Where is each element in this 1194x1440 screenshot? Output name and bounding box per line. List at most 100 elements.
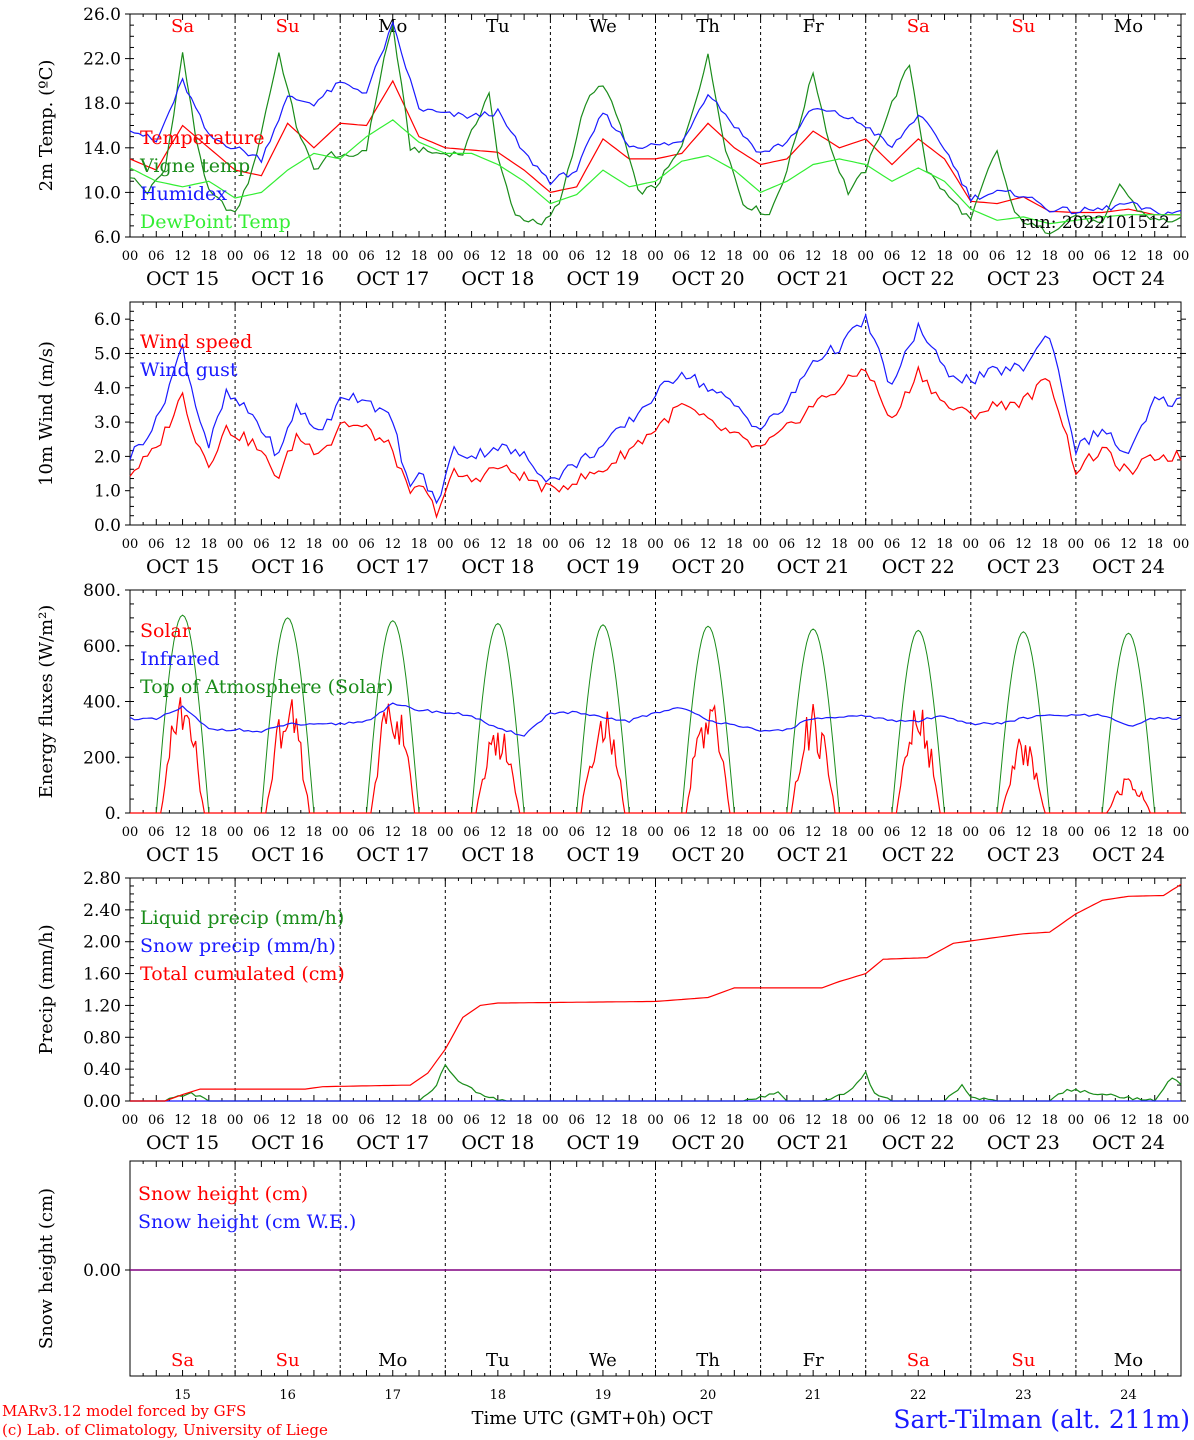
day-label: OCT 20 <box>672 556 745 578</box>
day-label: OCT 17 <box>356 844 429 866</box>
hour-tick-label: 06 <box>148 537 165 552</box>
hour-tick-label: 06 <box>779 537 796 552</box>
legend-entry: Total cumulated (cm) <box>140 963 345 985</box>
hour-tick-label: 06 <box>674 825 691 840</box>
hour-tick-label: 06 <box>779 249 796 264</box>
hour-tick-label: 06 <box>989 1113 1006 1128</box>
day-label: OCT 24 <box>1092 268 1165 290</box>
day-label: OCT 19 <box>566 556 639 578</box>
hour-tick-label: 06 <box>358 249 375 264</box>
hour-tick-label: 18 <box>411 825 428 840</box>
hour-tick-label: 12 <box>910 249 927 264</box>
panel-4: 0.00 0.40 0.80 1.20 1.60 2.00 2.40 2.80 Precip (… <box>36 869 1189 1154</box>
series-line-blue <box>129 702 1182 737</box>
hour-tick-label: 18 <box>1041 825 1058 840</box>
y-tick-label: 200. <box>83 748 121 768</box>
hour-tick-label: 06 <box>253 537 270 552</box>
hour-tick-label: 06 <box>568 249 585 264</box>
legend-entry: Temperature <box>140 127 264 149</box>
hour-tick-label: 00 <box>122 249 139 264</box>
day-label: OCT 15 <box>146 844 219 866</box>
y-tick-label: 2.80 <box>83 869 121 889</box>
hour-tick-label: 18 <box>516 1113 533 1128</box>
hour-tick-label: 18 <box>201 537 218 552</box>
hour-tick-label: 00 <box>122 537 139 552</box>
hour-tick-label: 00 <box>437 1113 454 1128</box>
weekday-label: Su <box>276 16 300 37</box>
hour-tick-label: 06 <box>568 1113 585 1128</box>
day-label: OCT 15 <box>146 1132 219 1154</box>
hour-tick-label: 12 <box>700 1113 717 1128</box>
hour-tick-label: 12 <box>279 249 296 264</box>
day-number-label: 22 <box>910 1388 927 1403</box>
hour-tick-label: 12 <box>279 825 296 840</box>
day-label: OCT 22 <box>882 1132 955 1154</box>
y-tick-label: 6.0 <box>94 310 121 330</box>
hour-tick-label: 12 <box>279 1113 296 1128</box>
hour-tick-label: 00 <box>963 825 980 840</box>
legend-entry: Vigne temp <box>139 155 250 177</box>
weekday-label: Su <box>276 1350 300 1371</box>
hour-tick-label: 18 <box>1041 1113 1058 1128</box>
hour-tick-label: 06 <box>884 825 901 840</box>
day-number-label: 23 <box>1015 1388 1032 1403</box>
hour-tick-label: 06 <box>358 537 375 552</box>
hour-tick-label: 12 <box>595 249 612 264</box>
hour-tick-label: 00 <box>227 1113 244 1128</box>
weekday-label: Sa <box>171 1350 194 1371</box>
y-tick-label: 800. <box>83 581 121 601</box>
hour-tick-label: 18 <box>936 537 953 552</box>
day-number-label: 24 <box>1120 1388 1137 1403</box>
plot-frame <box>129 13 1182 238</box>
hour-tick-label: 00 <box>1068 537 1085 552</box>
hour-tick-label: 06 <box>989 537 1006 552</box>
y-tick-label: 14.0 <box>83 139 121 159</box>
y-axis-label: Precip (mm/h) <box>36 924 57 1054</box>
hour-tick-label: 18 <box>1041 537 1058 552</box>
hour-tick-label: 12 <box>1015 825 1032 840</box>
hour-tick-label: 00 <box>1173 1113 1190 1128</box>
day-label: OCT 24 <box>1092 556 1165 578</box>
hour-tick-label: 18 <box>936 825 953 840</box>
hour-tick-label: 06 <box>1094 825 1111 840</box>
day-label: OCT 15 <box>146 556 219 578</box>
hour-tick-label: 12 <box>490 537 507 552</box>
y-tick-label: 600. <box>83 637 121 657</box>
day-label: OCT 22 <box>882 268 955 290</box>
day-label: OCT 19 <box>566 844 639 866</box>
day-label: OCT 21 <box>777 268 850 290</box>
day-label: OCT 21 <box>777 1132 850 1154</box>
hour-tick-label: 00 <box>752 1113 769 1128</box>
panel-5: 0.00 Snow height (cm) Sa Su Mo Tu We Th Fr Sa Su Mo… <box>36 1160 1182 1429</box>
legend-entry: Snow precip (mm/h) <box>140 935 336 957</box>
hour-tick-label: 12 <box>805 249 822 264</box>
hour-tick-label: 18 <box>411 1113 428 1128</box>
y-tick-label: 0.00 <box>83 1092 121 1112</box>
hour-tick-label: 12 <box>910 1113 927 1128</box>
hour-tick-label: 12 <box>174 1113 191 1128</box>
hour-tick-label: 00 <box>963 537 980 552</box>
hour-tick-label: 00 <box>647 537 664 552</box>
legend-entry: Wind gust <box>140 359 238 381</box>
series-line-red <box>130 697 1181 814</box>
weekday-label: Tu <box>486 16 510 37</box>
day-number-label: 20 <box>700 1388 717 1403</box>
hour-tick-label: 12 <box>595 1113 612 1128</box>
hour-tick-label: 06 <box>463 825 480 840</box>
day-label: OCT 18 <box>461 268 534 290</box>
day-label: OCT 16 <box>251 556 324 578</box>
hour-tick-label: 00 <box>1173 249 1190 264</box>
hour-tick-label: 18 <box>936 249 953 264</box>
hour-tick-label: 18 <box>306 825 323 840</box>
hour-tick-label: 12 <box>1120 537 1137 552</box>
series-line-red <box>129 364 1182 519</box>
hour-tick-label: 00 <box>963 249 980 264</box>
station-label: Sart-Tilman (alt. 211m) <box>893 1405 1190 1434</box>
hour-tick-label: 06 <box>148 249 165 264</box>
hour-tick-label: 12 <box>490 825 507 840</box>
hour-tick-label: 00 <box>437 249 454 264</box>
y-tick-label: 2.00 <box>83 933 121 953</box>
hour-tick-label: 06 <box>779 825 796 840</box>
day-label: OCT 20 <box>672 268 745 290</box>
